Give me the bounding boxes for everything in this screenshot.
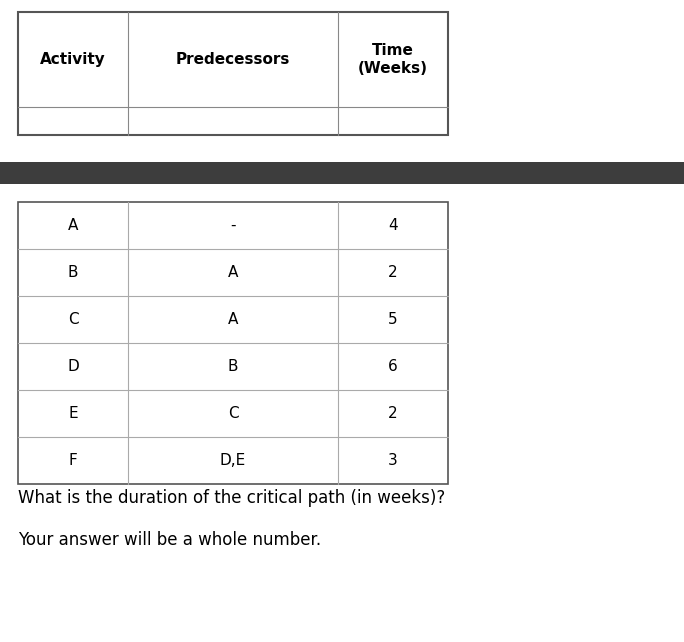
Text: Predecessors: Predecessors xyxy=(176,52,290,67)
Text: Your answer will be a whole number.: Your answer will be a whole number. xyxy=(18,531,321,549)
Text: 3: 3 xyxy=(388,453,398,468)
Text: 2: 2 xyxy=(389,265,398,280)
Text: B: B xyxy=(68,265,78,280)
Text: C: C xyxy=(228,406,238,421)
Text: 4: 4 xyxy=(389,218,398,233)
Text: B: B xyxy=(228,359,238,374)
Text: Time
(Weeks): Time (Weeks) xyxy=(358,43,428,76)
Text: A: A xyxy=(228,265,238,280)
Text: A: A xyxy=(68,218,78,233)
Text: 6: 6 xyxy=(388,359,398,374)
Text: 5: 5 xyxy=(389,312,398,327)
Text: C: C xyxy=(68,312,78,327)
Text: F: F xyxy=(68,453,77,468)
Text: Activity: Activity xyxy=(40,52,106,67)
Text: What is the duration of the critical path (in weeks)?: What is the duration of the critical pat… xyxy=(18,489,445,507)
Text: 2: 2 xyxy=(389,406,398,421)
Text: E: E xyxy=(68,406,78,421)
Text: -: - xyxy=(231,218,236,233)
Text: D,E: D,E xyxy=(220,453,246,468)
Bar xyxy=(18,12,448,135)
Bar xyxy=(0,162,684,184)
Text: A: A xyxy=(228,312,238,327)
Text: D: D xyxy=(67,359,79,374)
Bar xyxy=(18,202,448,484)
